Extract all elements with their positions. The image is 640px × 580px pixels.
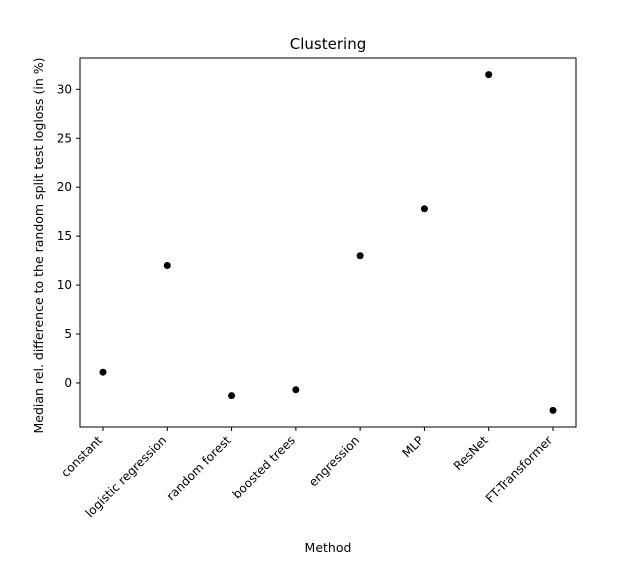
data-point [228,392,236,400]
y-tick-label: 25 [57,131,72,145]
x-tick-label: FT-Transformer [483,433,555,505]
y-axis: 0 5 10 15 20 25 30 [57,82,80,390]
y-axis-title: Median rel. difference to the random spl… [31,57,46,433]
data-point [549,406,557,414]
y-tick-label: 10 [57,278,72,292]
data-point [163,262,171,270]
x-axis-title: Method [305,540,352,555]
x-tick-label: engression [306,433,362,489]
data-point [420,205,428,213]
y-tick-label: 20 [57,180,72,194]
x-tick-label: MLP [399,433,426,460]
plot-area-frame [79,57,577,428]
x-tick-label: boosted trees [230,433,298,501]
data-points [99,71,557,414]
chart-title: Clustering [290,35,366,53]
data-point [356,252,364,260]
y-tick-label: 15 [57,229,72,243]
x-tick-label: random forest [164,433,234,503]
data-point [485,71,493,79]
y-tick-label: 30 [57,82,72,96]
y-tick-label: 5 [64,327,72,341]
y-tick-label: 0 [64,376,72,390]
data-point [292,386,300,394]
x-tick-label: ResNet [451,433,491,473]
data-point [99,368,107,376]
x-tick-label: constant [58,433,105,480]
